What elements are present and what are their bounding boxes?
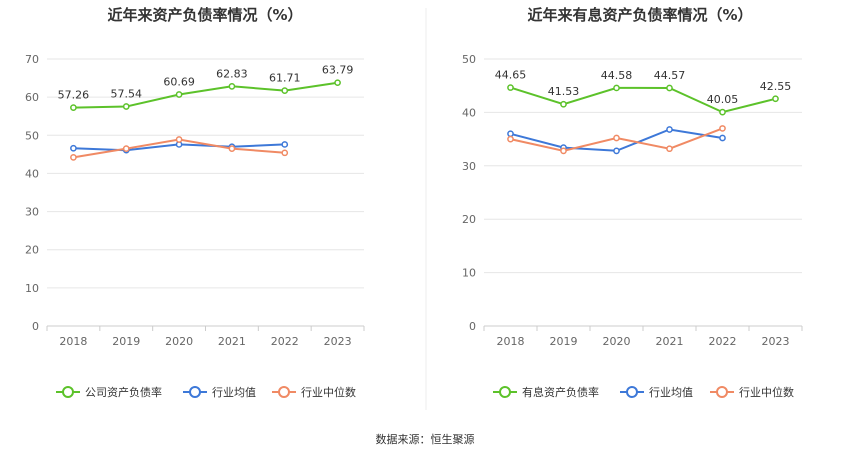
legend-marker: [716, 386, 728, 398]
data-point-industry_median: [666, 145, 673, 153]
data-label: 42.55: [760, 80, 792, 93]
data-label: 44.58: [601, 69, 633, 82]
x-tick-label: 2018: [497, 335, 525, 348]
data-point-industry_median: [719, 125, 726, 132]
y-tick-label: 0: [469, 320, 476, 333]
data-source: 数据来源：恒生聚源: [376, 432, 475, 446]
y-tick-label: 50: [462, 53, 476, 66]
data-point-industry_avg: [613, 147, 620, 155]
data-point-industry_median: [122, 145, 130, 152]
x-tick-label: 2019: [550, 335, 578, 348]
data-point-industry_median: [613, 134, 620, 142]
legend-label: 行业中位数: [739, 385, 794, 399]
legend-item-company[interactable]: 公司资产负债率: [56, 385, 162, 399]
data-label: 61.71: [269, 72, 301, 85]
data-point-company: [122, 103, 130, 110]
x-tick-label: 2020: [165, 335, 193, 348]
legend-marker: [278, 386, 290, 398]
series-line-company: [510, 86, 776, 114]
x-tick-label: 2022: [271, 335, 299, 348]
data-point-company: [666, 84, 673, 92]
data-label: 57.26: [58, 89, 90, 102]
data-point-industry_median: [70, 154, 77, 161]
data-point-industry_avg: [70, 144, 77, 152]
legend-item-industry_avg[interactable]: 行业均值: [620, 386, 693, 399]
data-point-industry_median: [507, 135, 514, 143]
y-tick-label: 0: [32, 320, 39, 333]
legend-marker: [62, 386, 74, 398]
data-point-industry_median: [228, 145, 236, 152]
data-point-company: [560, 100, 567, 108]
legend-label: 行业中位数: [301, 385, 356, 399]
data-point-industry_median: [281, 149, 289, 157]
data-point-industry_avg: [666, 126, 673, 133]
legend-label: 行业均值: [649, 386, 693, 399]
legend-item-industry_median[interactable]: 行业中位数: [710, 385, 794, 399]
data-label: 62.83: [216, 67, 248, 80]
data-point-company: [70, 104, 77, 111]
y-tick-label: 30: [462, 160, 476, 173]
legend-marker: [499, 386, 511, 398]
y-tick-label: 40: [462, 106, 476, 119]
chart-asset-liability-ratio: 近年来资产负债率情况（%） 0 10 20 30 40 50 60 70 2018 2019 2020…: [25, 6, 365, 399]
data-point-company: [613, 84, 620, 92]
y-tick-label: 70: [25, 53, 39, 66]
data-point-industry_avg: [507, 130, 514, 138]
legend-marker: [626, 386, 638, 398]
data-label: 44.65: [495, 69, 527, 82]
data-point-industry_avg: [719, 134, 726, 142]
chart-title: 近年来资产负债率情况（%）: [107, 6, 302, 24]
data-label: 60.69: [163, 76, 195, 89]
data-point-company: [772, 95, 779, 103]
x-tick-label: 2022: [709, 335, 737, 348]
x-tick-label: 2023: [762, 335, 790, 348]
data-point-company: [507, 84, 514, 91]
data-label: 44.57: [654, 69, 686, 82]
data-point-industry_median: [175, 136, 183, 143]
y-tick-label: 50: [25, 129, 39, 142]
legend-item-industry_median[interactable]: 行业中位数: [272, 385, 356, 399]
y-tick-label: 10: [25, 282, 39, 295]
data-label: 57.54: [111, 88, 143, 101]
x-tick-label: 2021: [218, 335, 246, 348]
data-point-industry_avg: [281, 141, 289, 148]
y-tick-label: 10: [462, 267, 476, 280]
data-label: 41.53: [548, 85, 580, 98]
data-point-company: [175, 91, 183, 98]
legend-item-company[interactable]: 有息资产负债率: [493, 385, 599, 399]
legend-label: 公司资产负债率: [85, 385, 162, 399]
x-tick-label: 2020: [603, 335, 631, 348]
y-tick-label: 60: [25, 91, 39, 104]
y-tick-label: 20: [462, 213, 476, 226]
y-tick-label: 30: [25, 206, 39, 219]
data-point-company: [719, 108, 726, 116]
data-point-company: [228, 82, 236, 90]
data-label: 40.05: [707, 93, 739, 106]
data-point-company: [334, 79, 341, 87]
y-tick-label: 40: [25, 167, 39, 180]
legend-item-industry_avg[interactable]: 行业均值: [183, 386, 256, 399]
data-label: 63.79: [322, 64, 354, 77]
data-point-company: [281, 87, 289, 94]
legend-marker: [189, 386, 201, 398]
y-tick-label: 20: [25, 244, 39, 257]
chart-title: 近年来有息资产负债率情况（%）: [527, 6, 752, 24]
series-line-company: [73, 81, 338, 109]
x-tick-label: 2019: [112, 335, 140, 348]
x-tick-label: 2021: [656, 335, 684, 348]
chart-interest-bearing-liability-ratio: 近年来有息资产负债率情况（%） 0 10 20 30 40 50 2018 2019 2020 20…: [462, 6, 803, 399]
legend-label: 有息资产负债率: [522, 385, 599, 399]
x-tick-label: 2018: [59, 335, 87, 348]
legend-label: 行业均值: [212, 386, 256, 399]
data-point-industry_median: [560, 147, 567, 155]
x-tick-label: 2023: [324, 335, 352, 348]
